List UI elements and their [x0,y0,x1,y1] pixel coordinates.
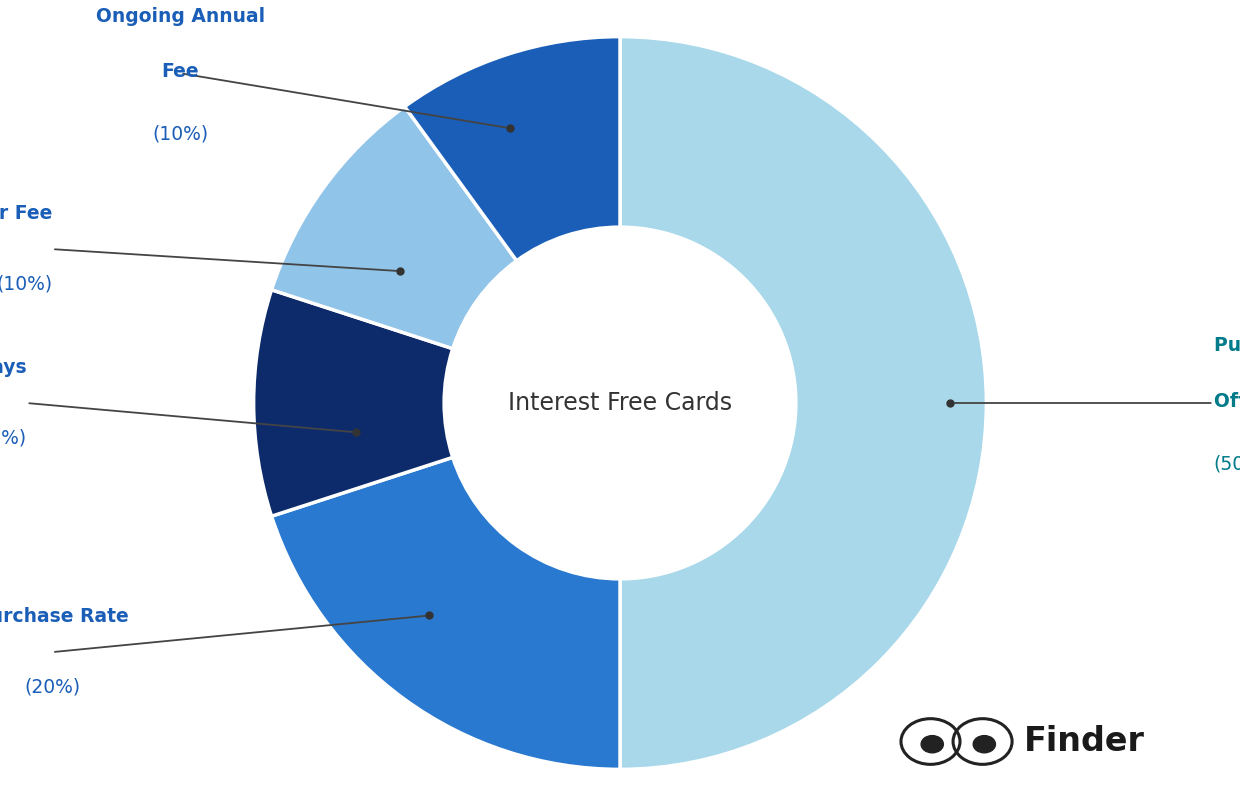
Circle shape [973,736,996,753]
Text: (20%): (20%) [24,678,81,696]
Text: (50%): (50%) [1214,455,1240,473]
Text: Purchase Rate: Purchase Rate [1214,336,1240,355]
Text: (10%): (10%) [0,429,26,447]
Wedge shape [272,106,517,349]
Text: Ongoing Annual: Ongoing Annual [95,6,265,26]
Text: Fee: Fee [161,62,200,81]
Text: Finder: Finder [1024,725,1145,758]
Wedge shape [620,36,986,770]
Text: (10%): (10%) [153,125,208,143]
Text: Offer Period: Offer Period [1214,392,1240,411]
Text: (10%): (10%) [0,275,52,293]
Text: Purchase Rate: Purchase Rate [0,608,129,626]
Circle shape [921,736,944,753]
Text: First-Year Fee: First-Year Fee [0,205,52,223]
Text: Interest Free Cards: Interest Free Cards [508,391,732,415]
Wedge shape [254,290,453,516]
Text: Interest Free Days: Interest Free Days [0,359,26,377]
Wedge shape [272,457,620,770]
Wedge shape [404,36,620,260]
